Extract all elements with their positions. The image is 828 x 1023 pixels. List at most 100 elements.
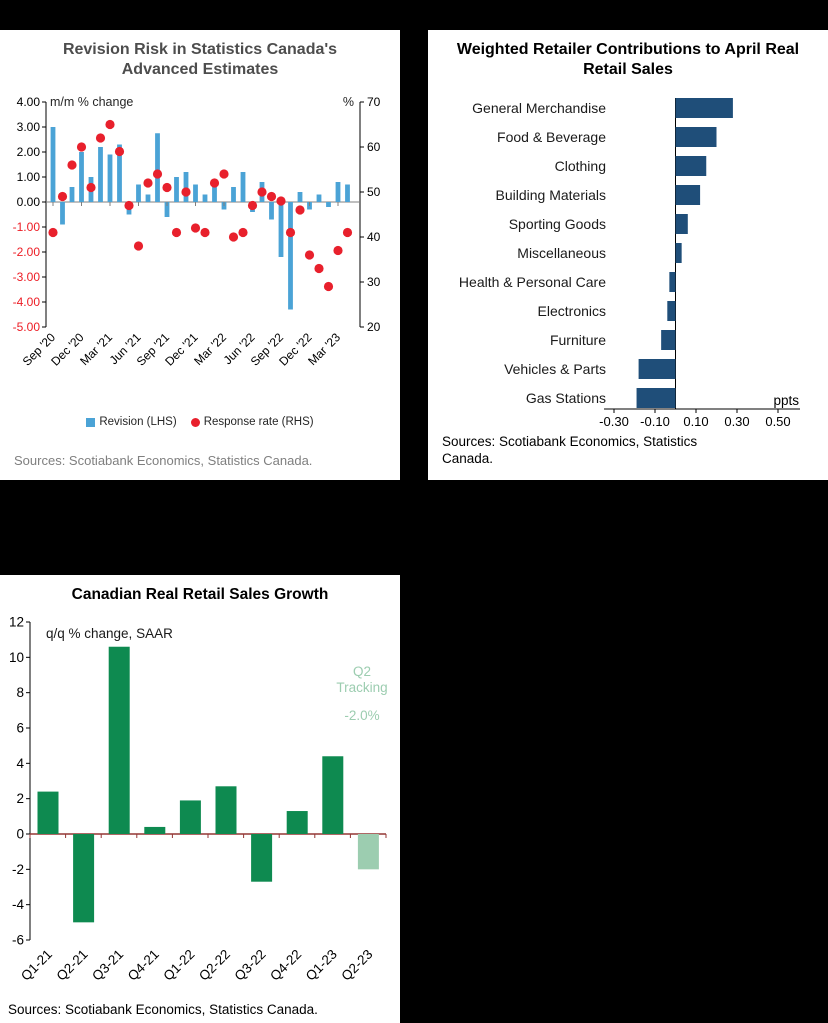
response-rate-dot: [266, 191, 277, 202]
revision-bar: [278, 202, 284, 257]
revision-bar: [155, 133, 160, 202]
revision-bar: [345, 184, 350, 202]
response-rate-dot: [200, 227, 210, 238]
response-rate-dot: [285, 227, 296, 238]
right-axis-tick-label: 30: [367, 275, 381, 289]
response-rate-dot: [190, 223, 201, 233]
source-note: Sources: Scotiabank Economics, Statistic…: [14, 453, 313, 468]
right-axis-tick-label: 20: [367, 320, 381, 334]
revision-bar: [136, 184, 141, 202]
category-label: General Merchandise: [472, 100, 606, 116]
revision-risk-chart-panel: Revision Risk in Statistics Canada's Adv…: [0, 30, 400, 480]
revision-bar: [269, 202, 274, 220]
growth-bar: [215, 786, 237, 834]
x-axis-tick-label: Q3-22: [232, 947, 269, 984]
response-rate-dot: [95, 133, 106, 143]
category-label: Clothing: [555, 158, 606, 174]
left-axis-tick-label: -4.00: [13, 295, 41, 309]
y-axis-tick-label: 6: [16, 721, 24, 736]
growth-bar: [144, 826, 166, 834]
source-note: Sources: Scotiabank Economics, Statistic…: [442, 433, 698, 467]
revision-legend-swatch: [86, 417, 96, 427]
response-rate-dot: [76, 142, 87, 152]
category-label: Electronics: [538, 303, 606, 319]
revision-chart-legend: Revision (LHS) Response rate (RHS): [0, 416, 400, 428]
left-axis-tick-label: 1.00: [17, 170, 41, 184]
response-rate-dot: [209, 178, 220, 188]
axis-unit-label: ppts: [773, 393, 799, 408]
x-axis-tick-label: 0.30: [724, 414, 749, 429]
response-rate-dot: [219, 169, 229, 179]
x-axis-tick-label: -0.10: [640, 414, 670, 429]
right-axis-tick-label: 40: [367, 230, 381, 244]
right-axis-tick-label: 60: [367, 140, 381, 154]
y-axis-tick-label: 8: [16, 685, 24, 700]
retail-contributions-chart: General Merchandise Food & Beverage Clothi…: [459, 98, 800, 429]
response-rate-dot: [86, 182, 96, 193]
revision-bar: [79, 152, 84, 202]
contribution-bar: [675, 214, 688, 234]
growth-bar: [179, 800, 201, 834]
revision-bar: [202, 194, 208, 202]
response-rate-legend-swatch: [190, 417, 200, 427]
x-axis-tick-label: 0.10: [683, 414, 708, 429]
right-axis-title: %: [343, 95, 354, 109]
contribution-bar: [638, 359, 676, 379]
contribution-bar: [675, 98, 733, 118]
left-axis-tick-label: 4.00: [17, 95, 41, 109]
response-rate-dot: [105, 119, 115, 130]
growth-bar: [286, 811, 308, 834]
revision-bar: [316, 194, 322, 202]
left-axis-title: m/m % change: [50, 95, 133, 109]
response-rate-dot: [314, 263, 324, 274]
contribution-bar: [661, 330, 676, 350]
revision-bar: [297, 192, 303, 202]
left-axis-tick-label: 0.00: [17, 195, 41, 209]
growth-bar: [108, 646, 130, 834]
growth-bar: [73, 834, 95, 923]
contribution-bar: [675, 127, 717, 147]
response-rate-dot: [276, 196, 286, 206]
response-rate-dot: [257, 187, 267, 197]
x-axis-tick-label: Q4-21: [125, 947, 162, 984]
response-rate-dot: [323, 281, 334, 292]
response-rate-dot: [342, 227, 353, 238]
response-rate-dot: [247, 200, 258, 211]
left-axis-tick-label: 2.00: [17, 145, 41, 159]
revision-bar: [326, 202, 331, 207]
response-rate-dot: [238, 227, 248, 238]
x-axis-tick-label: Q2-21: [54, 947, 91, 984]
revision-chart-title: Revision Risk in Statistics Canada's Adv…: [62, 41, 338, 78]
response-rate-dot: [171, 227, 182, 238]
revision-bar: [98, 147, 103, 202]
legend-label-revision: Revision (LHS): [99, 416, 177, 428]
category-label: Vehicles & Parts: [504, 361, 606, 377]
x-axis-tick-label: Q1-22: [160, 947, 197, 984]
y-axis-tick-label: -4: [12, 897, 24, 912]
revision-bar: [288, 202, 293, 310]
response-rate-dot: [181, 187, 191, 197]
x-axis-tick-label: Q2-22: [196, 947, 233, 984]
growth-bar: [357, 834, 379, 870]
revision-bar: [212, 184, 217, 202]
response-rate-dot: [152, 169, 163, 179]
contribution-bar: [636, 388, 676, 408]
left-axis-tick-label: -2.00: [13, 245, 41, 259]
x-axis-tick-label: 0.50: [765, 414, 790, 429]
response-rate-dot: [124, 200, 134, 211]
y-axis-tick-label: -2: [12, 862, 24, 877]
y-axis-tick-label: 4: [16, 756, 24, 771]
category-label: Building Materials: [496, 187, 607, 203]
tracking-value: -2.0%: [344, 708, 379, 723]
response-rate-dot: [304, 250, 315, 260]
y-axis-tick-label: 10: [9, 650, 24, 665]
revision-bar: [335, 182, 341, 202]
revision-bar: [50, 127, 56, 202]
x-axis-tick-label: Mar '22: [191, 330, 229, 368]
axis-subtitle: q/q % change, SAAR: [46, 626, 173, 641]
response-rate-dot: [228, 232, 239, 242]
revision-bar: [240, 172, 246, 202]
revision-bar: [231, 187, 236, 202]
category-label: Sporting Goods: [509, 216, 606, 232]
